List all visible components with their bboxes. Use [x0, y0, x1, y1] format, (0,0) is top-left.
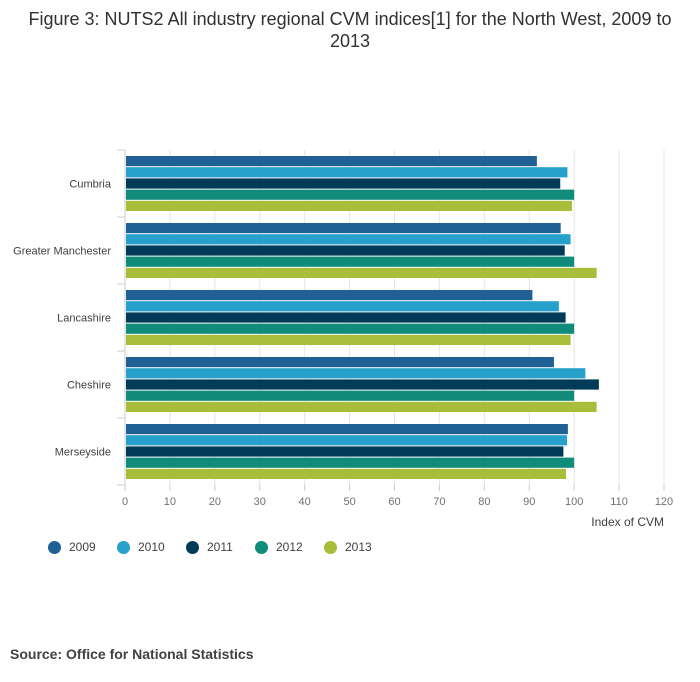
legend-item-2012[interactable]: 2012	[255, 540, 324, 554]
legend-item-2013[interactable]: 2013	[324, 540, 393, 554]
legend-label: 2011	[207, 540, 233, 554]
legend-marker	[255, 540, 268, 554]
bar-cheshire-2012	[126, 390, 575, 401]
x-tick-label: 50	[343, 496, 355, 508]
x-tick-label: 60	[388, 496, 400, 508]
bar-cumbria-2011	[126, 178, 561, 189]
bar-lancashire-2013	[126, 334, 571, 345]
source-note: Source: Office for National Statistics	[10, 646, 254, 662]
bar-merseyside-2013	[126, 468, 567, 479]
legend-item-2010[interactable]: 2010	[117, 540, 186, 554]
legend-marker	[186, 540, 199, 554]
bar-lancashire-2010	[126, 301, 559, 312]
x-tick-label: 40	[299, 496, 311, 508]
x-tick-label: 30	[254, 496, 266, 508]
bar-greater-manchester-2011	[126, 245, 565, 256]
legend-label: 2013	[345, 540, 372, 554]
legend-label: 2009	[69, 540, 96, 554]
legend-item-2009[interactable]: 2009	[48, 540, 117, 554]
category-label: Cumbria	[69, 179, 111, 191]
legend-label: 2010	[138, 540, 165, 554]
chart-title: Figure 3: NUTS2 All industry regional CV…	[28, 9, 672, 51]
bar-cumbria-2013	[126, 200, 572, 211]
bar-greater-manchester-2010	[126, 234, 571, 245]
bar-greater-manchester-2013	[126, 267, 597, 278]
legend-marker	[117, 540, 130, 554]
bar-cheshire-2009	[126, 357, 554, 368]
x-tick-label: 80	[478, 496, 490, 508]
x-tick-label: 0	[122, 496, 128, 508]
bar-cumbria-2009	[126, 156, 537, 167]
bar-chart: 0 10 20 30 40 50 60 70 80 90 100 110 120 Cumbria Great…	[13, 149, 673, 529]
bar-merseyside-2010	[126, 435, 567, 446]
bar-cumbria-2012	[126, 189, 575, 200]
x-tick-label: 100	[565, 496, 583, 508]
bar-greater-manchester-2012	[126, 256, 575, 267]
bar-lancashire-2009	[126, 290, 533, 301]
bar-cheshire-2011	[126, 379, 599, 390]
category-label: Cheshire	[67, 380, 111, 392]
bar-cheshire-2010	[126, 368, 586, 379]
legend-label: 2012	[276, 540, 303, 554]
category-label: Lancashire	[57, 313, 111, 325]
category-label: Merseyside	[55, 447, 111, 459]
x-tick-label: 20	[209, 496, 221, 508]
legend-item-2011[interactable]: 2011	[186, 540, 255, 554]
x-tick-label: 110	[610, 496, 628, 508]
x-tick-label: 90	[523, 496, 535, 508]
x-tick-label: 10	[164, 496, 176, 508]
legend-marker	[324, 540, 337, 554]
x-axis-title: Index of CVM	[591, 515, 664, 529]
bar-merseyside-2009	[126, 424, 568, 435]
bar-lancashire-2011	[126, 312, 566, 323]
bar-greater-manchester-2009	[126, 223, 561, 234]
category-label: Greater Manchester	[13, 246, 111, 258]
bar-lancashire-2012	[126, 323, 575, 334]
bar-cumbria-2010	[126, 167, 568, 178]
bar-merseyside-2012	[126, 457, 575, 468]
bar-merseyside-2011	[126, 446, 564, 457]
chart-legend: 2009 2010 2011 2012 2013	[48, 540, 393, 554]
x-tick-label: 70	[433, 496, 445, 508]
legend-marker	[48, 540, 61, 554]
x-tick-label: 120	[655, 496, 673, 508]
bar-cheshire-2013	[126, 401, 597, 412]
